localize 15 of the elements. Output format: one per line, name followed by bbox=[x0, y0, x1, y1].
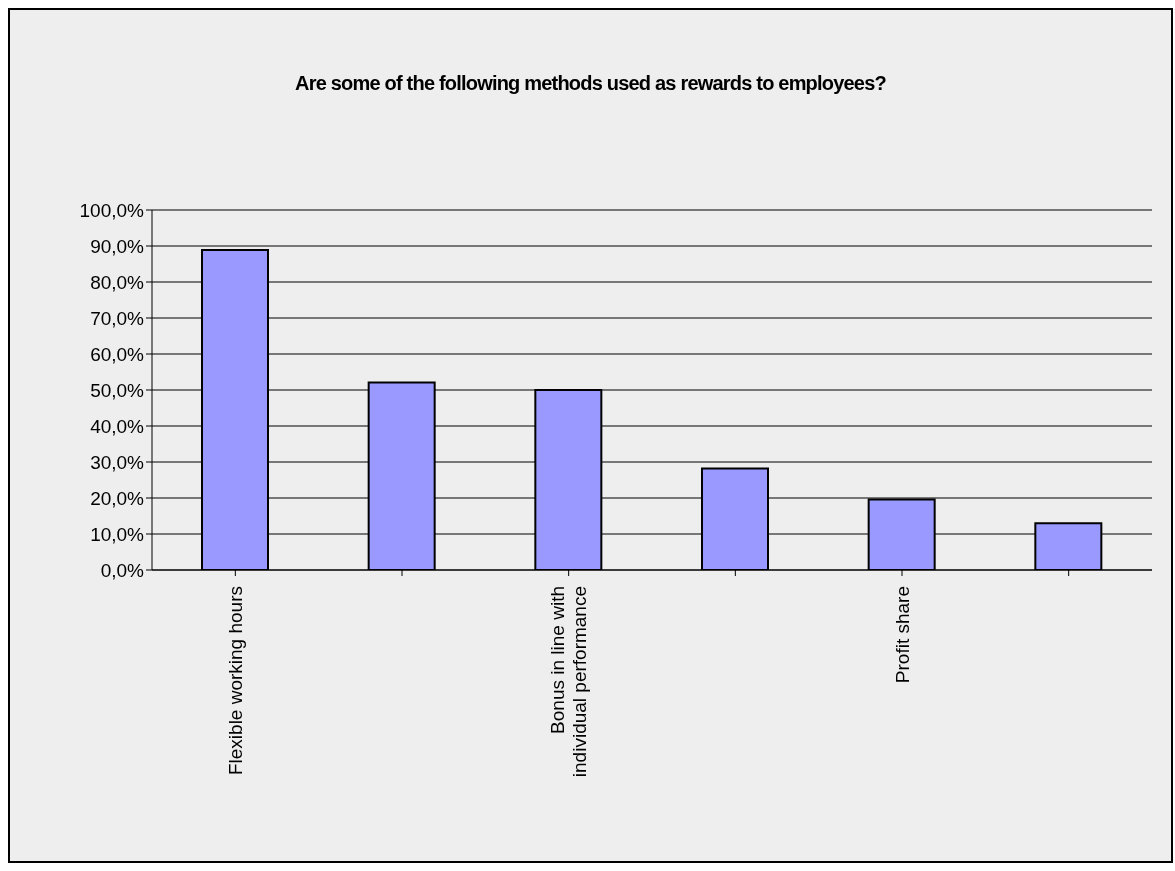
y-tick-label: 90,0% bbox=[90, 235, 145, 257]
y-tick-label: 30,0% bbox=[90, 451, 145, 473]
y-tick-label: 40,0% bbox=[90, 415, 145, 437]
y-tick-label: 0,0% bbox=[100, 559, 145, 581]
y-tick-label: 100,0% bbox=[79, 199, 145, 221]
x-tick-label: Flexible working hours bbox=[224, 586, 246, 776]
y-tick-label: 60,0% bbox=[90, 343, 145, 365]
chart-title: Are some of the following methods used as rewards to employees? bbox=[294, 72, 887, 95]
x-tick-label: Bonus in line with individual performance bbox=[547, 586, 591, 778]
y-tick-label: 10,0% bbox=[90, 523, 145, 545]
x-tick-label: Profit share bbox=[891, 586, 913, 684]
y-tick-label: 20,0% bbox=[90, 487, 145, 509]
y-tick-label: 50,0% bbox=[90, 379, 145, 401]
y-tick-label: 70,0% bbox=[90, 307, 145, 329]
y-tick-label: 80,0% bbox=[90, 271, 145, 293]
